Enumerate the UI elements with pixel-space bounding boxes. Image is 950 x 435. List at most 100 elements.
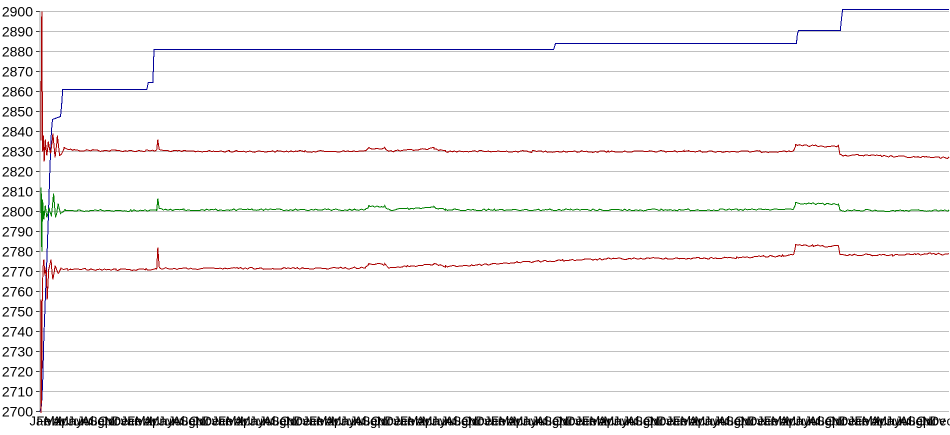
x-tick-label: Oct [553,414,574,429]
x-tick-label: Jun [67,414,88,429]
x-tick-label: Jan [575,414,596,429]
x-tick-label: Oct [916,414,937,429]
x-tick-label: Feb [400,414,422,429]
y-tick-label: 2880 [2,44,33,60]
y-tick-label: 2820 [2,164,33,180]
x-tick-label: Sep [180,414,203,429]
x-tick-label: Aug [900,414,923,429]
x-tick-label: Apr [598,414,619,429]
x-tick-label: Mar [862,414,885,429]
x-tick-label: Sep [907,414,930,429]
x-tick-label: Aug [627,414,650,429]
x-tick-label: Nov [740,414,764,429]
x-tick-label: Feb [36,414,58,429]
x-tick-label: Jul [804,414,821,429]
x-tick-label: May [58,414,83,429]
x-tick-label: Apr [871,414,892,429]
series-red_upper [40,11,950,162]
x-tick-label: May [785,414,810,429]
x-tick-label: Dec [748,414,772,429]
y-tick-label: 2710 [2,384,33,400]
x-tick-label: Feb [491,414,513,429]
x-tick-label: Jul [77,414,94,429]
y-tick-label: 2870 [2,64,33,80]
x-tick-label: Sep [634,414,657,429]
y-tick-label: 2700 [2,404,33,420]
x-tick-label: Jul [259,414,276,429]
x-tick-label: Dec [839,414,863,429]
x-tick-label: Feb [582,414,604,429]
x-tick-label: Jan [757,414,778,429]
series-blue_step [39,9,949,412]
x-tick-label: Jul [532,414,549,429]
x-tick-label: Feb [673,414,695,429]
x-tick-label: Nov [559,414,583,429]
x-tick-label: Jan [484,414,505,429]
x-tick-label: Aug [172,414,195,429]
x-tick-label: Apr [780,414,801,429]
y-tick-label: 2760 [2,284,33,300]
y-tick-label: 2780 [2,244,33,260]
x-tick-label: Apr [325,414,346,429]
x-tick-label: Oct [734,414,755,429]
y-tick-label: 2830 [2,144,33,160]
x-tick-label: Jan [211,414,232,429]
x-tick-label: May [513,414,538,429]
x-tick-label: Jun [704,414,725,429]
x-tick-label: Jan [120,414,141,429]
x-tick-label: Mar [589,414,612,429]
x-tick-label: Jul [168,414,185,429]
x-tick-label: Oct [189,414,210,429]
x-tick-label: Apr [53,414,74,429]
x-tick-label: Nov [286,414,310,429]
x-tick-label: Mar [135,414,158,429]
x-tick-label: Jan [666,414,687,429]
x-tick-label: Oct [825,414,846,429]
y-tick-label: 2730 [2,344,33,360]
x-tick-label: Aug [354,414,377,429]
x-tick-label: May [876,414,901,429]
x-tick-label: Jan [30,414,51,429]
x-tick-label: Sep [544,414,567,429]
x-tick-label: Jun [249,414,270,429]
x-tick-label: May [240,414,265,429]
x-tick-label: Jul [623,414,640,429]
x-tick-label: Nov [104,414,128,429]
y-tick-label: 2750 [2,304,33,320]
x-tick-label: Dec [294,414,318,429]
x-tick-label: Feb [309,414,331,429]
series-red_lower [40,243,950,414]
x-tick-label: Apr [144,414,165,429]
x-tick-label: Jan [302,414,323,429]
y-tick-label: 2790 [2,224,33,240]
x-tick-label: Mar [317,414,340,429]
x-tick-label: Feb [127,414,149,429]
x-tick-label: Sep [362,414,385,429]
x-tick-label: Sep [453,414,476,429]
x-tick-label: May [422,414,447,429]
x-tick-label: Mar [408,414,431,429]
y-tick-label: 2860 [2,84,33,100]
y-tick-label: 2850 [2,104,33,120]
y-tick-label: 2800 [2,204,33,220]
x-tick-label: Oct [643,414,664,429]
x-tick-label: Jan [848,414,869,429]
x-axis-labels: JanFebMarAprMayJunJulAugSepOctNovDecJanF… [30,414,950,429]
x-tick-label: Jun [340,414,361,429]
x-tick-label: Jun [885,414,906,429]
x-tick-label: Dec [930,414,950,429]
x-tick-label: Apr [507,414,528,429]
gridlines [40,11,949,412]
x-tick-label: Feb [764,414,786,429]
y-tick-label: 2840 [2,124,33,140]
x-tick-label: Feb [218,414,240,429]
x-tick-label: May [331,414,356,429]
x-tick-label: Aug [263,414,286,429]
x-tick-label: Oct [280,414,301,429]
x-tick-label: Mar [771,414,794,429]
x-tick-label: Jul [895,414,912,429]
x-tick-label: Jun [613,414,634,429]
x-tick-label: May [149,414,174,429]
